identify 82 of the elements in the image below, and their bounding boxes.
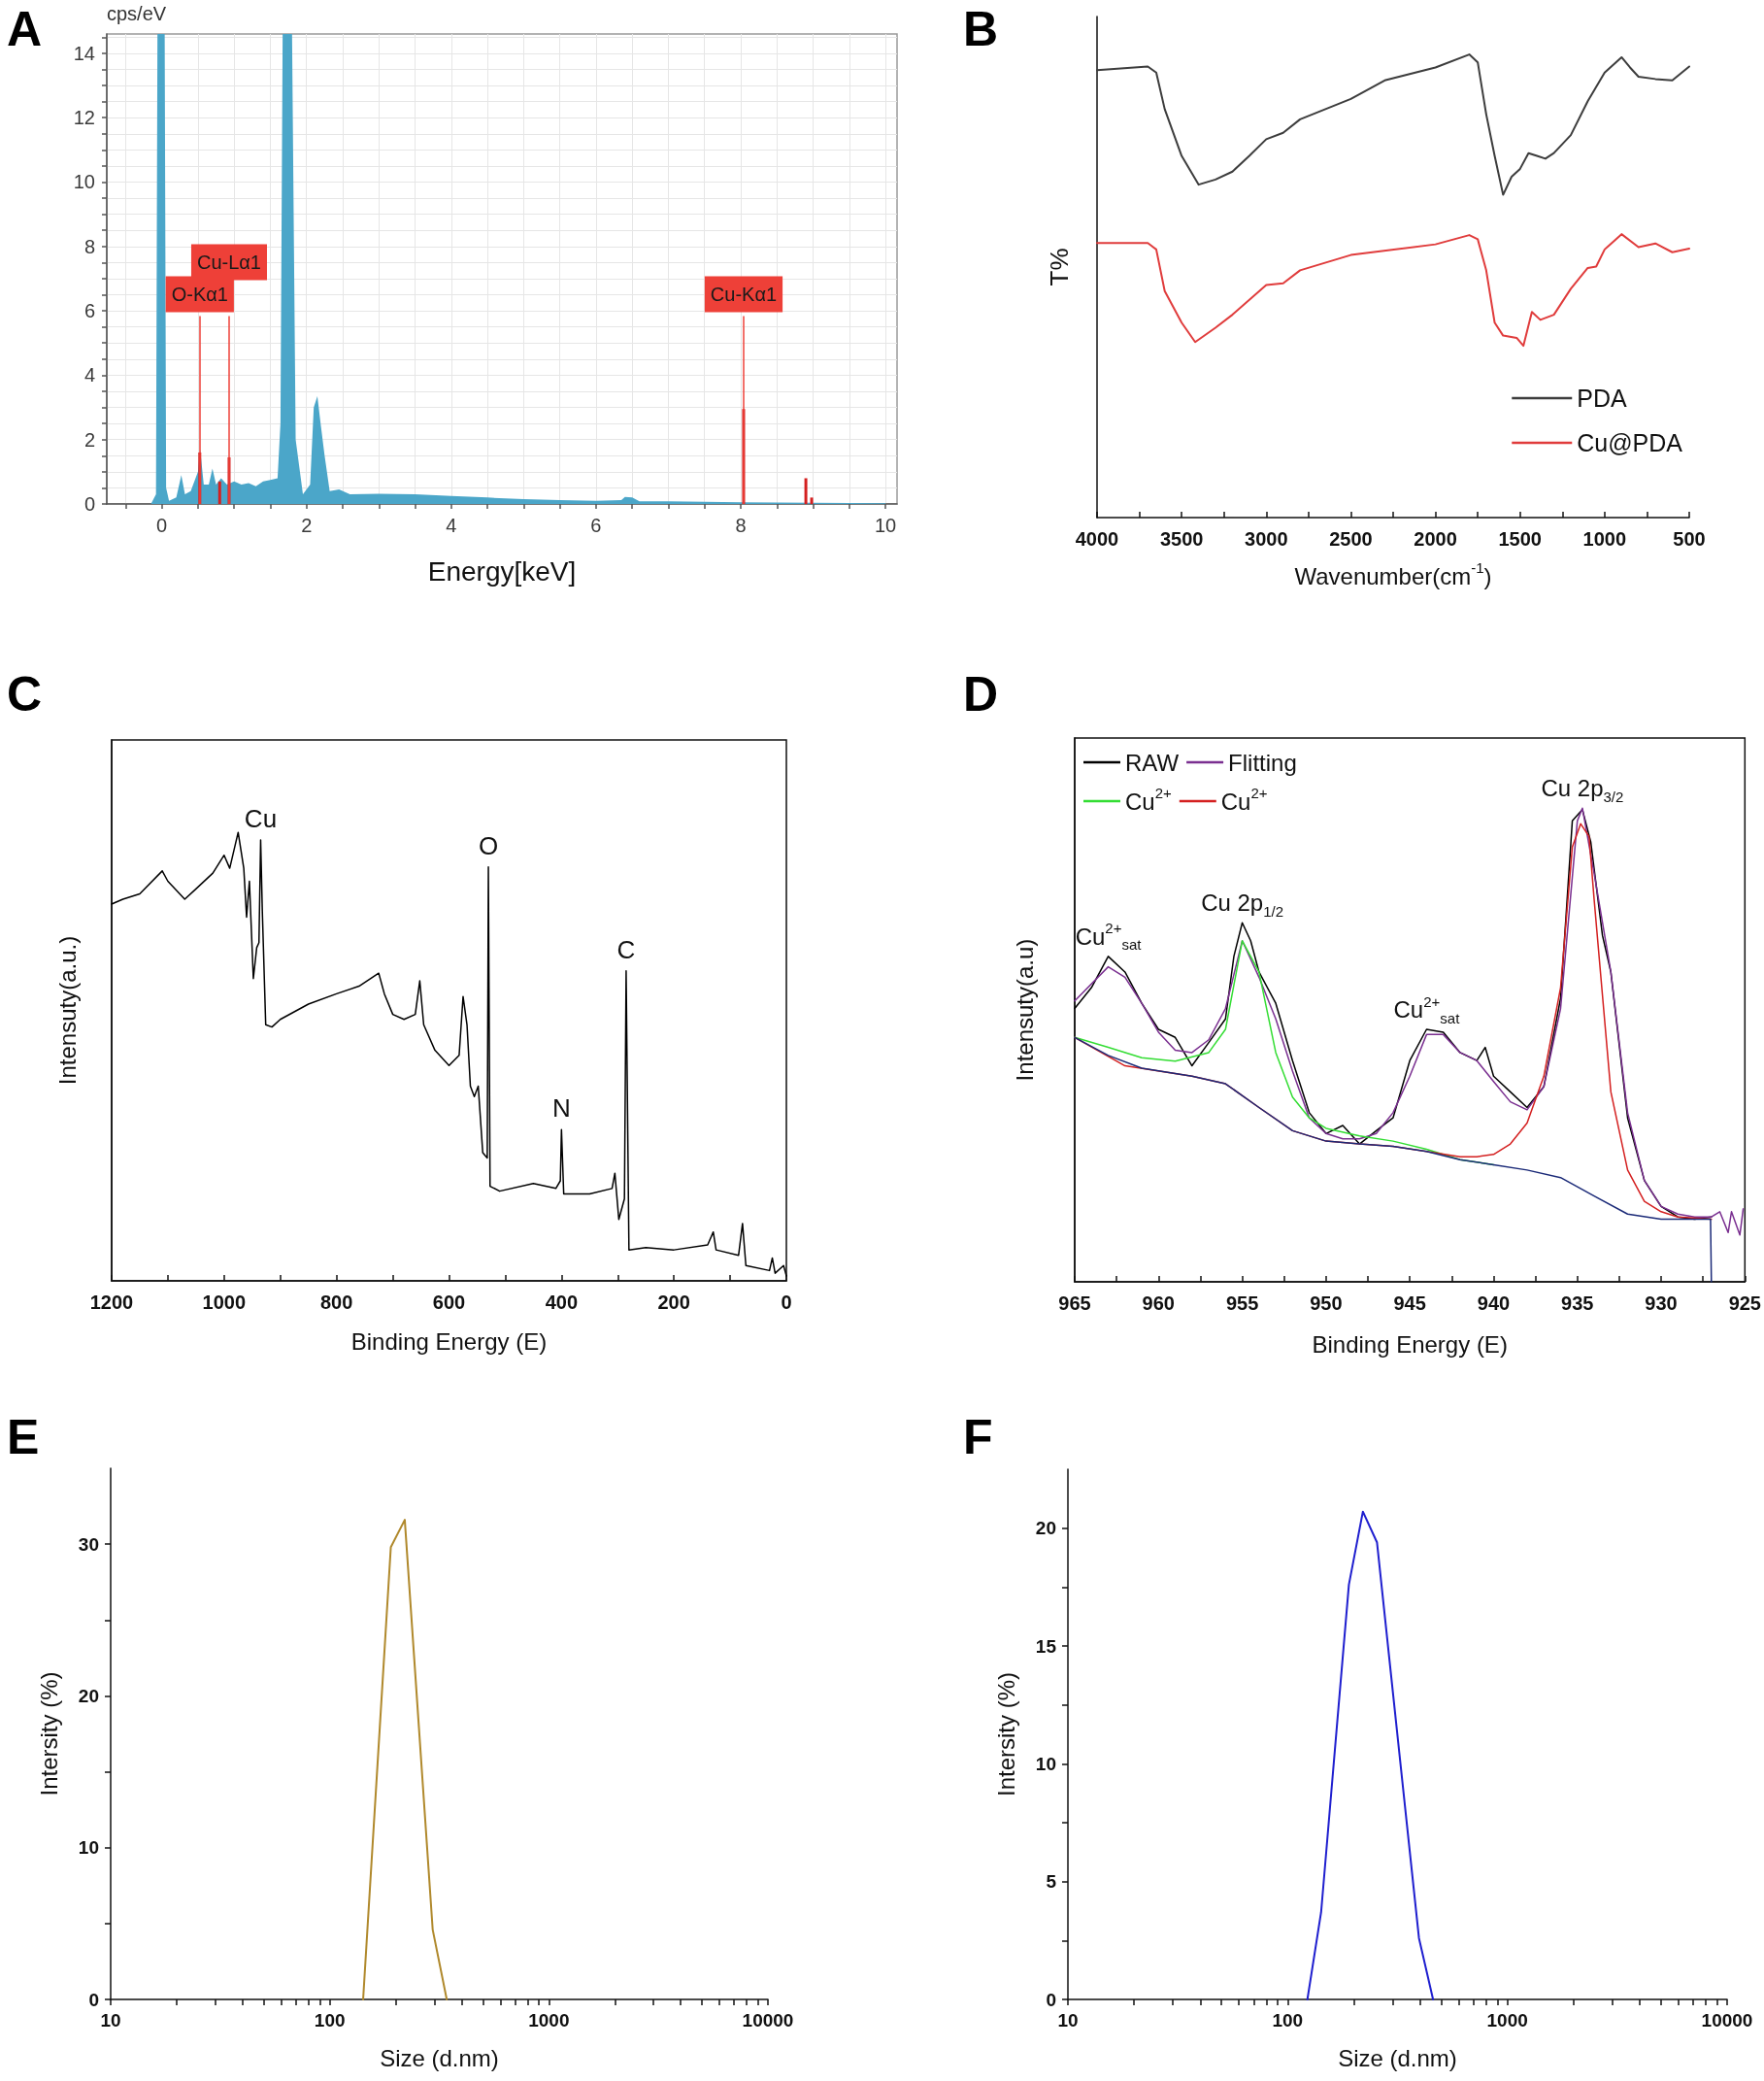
x-tick-label: 940 [1477, 1292, 1511, 1314]
x-tick-label: 10000 [1701, 2010, 1753, 2031]
x-tick-label: 4 [446, 515, 457, 536]
x-tick-label: 3500 [1159, 528, 1204, 550]
y-tick-label: 20 [78, 1685, 99, 1706]
x-axis-title: Energy[keV] [427, 555, 577, 587]
chart-title: F [963, 1410, 993, 1464]
x-tick-label: 3000 [1245, 528, 1288, 550]
x-tick-label: 200 [657, 1292, 690, 1313]
y-tick-label: 15 [1035, 1635, 1057, 1657]
ref-line-label: Cu-Kα1 [710, 283, 778, 305]
y-tick-label: 0 [88, 1989, 99, 2010]
y-tick-label: 10 [73, 171, 95, 193]
x-tick-label: 1000 [528, 2010, 570, 2031]
y-axis-title: Intersity (%) [35, 1671, 62, 1796]
x-axis-title: Size (d.nm) [380, 2044, 499, 2071]
x-tick-label: 930 [1645, 1292, 1678, 1314]
y-tick-label: 10 [78, 1837, 99, 1859]
legend-label: RAW [1125, 749, 1180, 776]
x-tick-label: 965 [1058, 1292, 1091, 1314]
x-tick-label: 960 [1142, 1292, 1175, 1314]
ref-line-label: O-Kα1 [171, 283, 228, 305]
y-axis-title: cps/eV [107, 2, 167, 24]
x-tick-label: 6 [590, 515, 602, 536]
x-tick-label: 0 [156, 515, 168, 536]
legend-label: Flitting [1228, 749, 1297, 776]
y-axis-title: Intersity (%) [992, 1671, 1019, 1797]
y-tick-label: 4 [83, 364, 95, 386]
x-axis-title: Binding Energy (E) [1312, 1330, 1508, 1358]
annotation: O [478, 830, 499, 860]
x-tick-label: 10 [874, 515, 897, 536]
legend-label: PDA [1577, 385, 1627, 412]
x-tick-label: 1200 [89, 1292, 134, 1313]
x-tick-label: 1000 [1486, 2010, 1528, 2031]
x-tick-label: 600 [432, 1292, 466, 1313]
x-tick-label: 4000 [1075, 528, 1119, 550]
x-tick-label: 945 [1393, 1292, 1426, 1314]
x-tick-label: 2 [301, 515, 313, 536]
x-tick-label: 2000 [1414, 528, 1457, 550]
y-tick-label: 12 [73, 107, 95, 129]
x-tick-label: 500 [1673, 528, 1706, 550]
x-tick-label: 100 [314, 2010, 346, 2031]
chart-title: A [7, 2, 43, 56]
y-tick-label: 2 [83, 428, 95, 451]
x-tick-label: 2500 [1329, 528, 1373, 550]
chart-title: D [963, 667, 999, 722]
x-tick-label: 100 [1272, 2010, 1304, 2031]
y-tick-label: 30 [78, 1533, 99, 1555]
x-tick-label: 10 [100, 2010, 121, 2031]
x-axis-title: Binding Energy (E) [350, 1327, 548, 1355]
x-tick-label: 800 [319, 1292, 353, 1313]
y-tick-label: 5 [1046, 1871, 1057, 1893]
x-tick-label: 1000 [1582, 528, 1627, 550]
chart-title: E [7, 1410, 40, 1464]
y-tick-label: 8 [83, 235, 95, 257]
x-tick-label: 400 [545, 1292, 579, 1313]
x-tick-label: 925 [1728, 1292, 1761, 1314]
x-tick-label: 1000 [202, 1292, 247, 1313]
y-tick-label: 20 [1035, 1518, 1056, 1539]
annotation: Cu [244, 803, 278, 833]
legend-label: Cu@PDA [1577, 429, 1683, 456]
x-tick-label: 955 [1225, 1292, 1259, 1314]
y-tick-label: 10 [1035, 1753, 1056, 1774]
y-axis-title: Intensuty(a.u) [1011, 938, 1038, 1082]
x-tick-label: 10000 [742, 2010, 794, 2031]
y-axis-title: Intensuty(a.u.) [53, 935, 81, 1086]
y-tick-label: 0 [83, 493, 95, 515]
x-tick-label: 1500 [1498, 528, 1542, 550]
annotation: N [551, 1093, 571, 1124]
chart-title: B [963, 2, 999, 56]
y-tick-label: 0 [1046, 1989, 1056, 2010]
x-tick-label: 8 [735, 515, 747, 536]
y-axis-title: T% [1044, 248, 1074, 286]
x-tick-label: 935 [1561, 1292, 1594, 1314]
x-tick-label: 0 [781, 1292, 792, 1313]
chart-title: C [7, 667, 43, 722]
x-axis-title: Size (d.nm) [1338, 2044, 1457, 2071]
annotation: C [616, 934, 636, 964]
y-tick-label: 6 [83, 300, 95, 322]
y-tick-label: 14 [73, 42, 95, 64]
x-tick-label: 950 [1310, 1292, 1343, 1314]
ref-line-label: Cu-Lα1 [196, 251, 261, 273]
